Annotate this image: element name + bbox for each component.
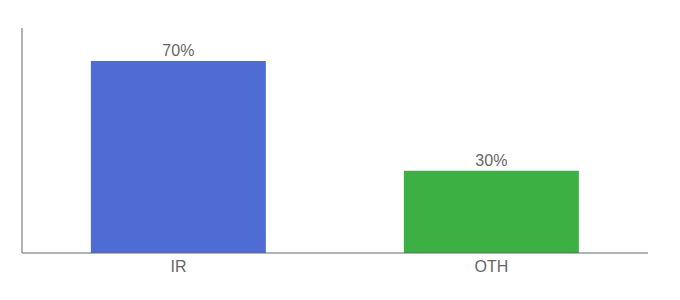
svg-text:OTH: OTH — [475, 258, 509, 275]
svg-text:70%: 70% — [162, 42, 194, 59]
svg-text:IR: IR — [171, 258, 187, 275]
svg-text:30%: 30% — [475, 152, 507, 169]
